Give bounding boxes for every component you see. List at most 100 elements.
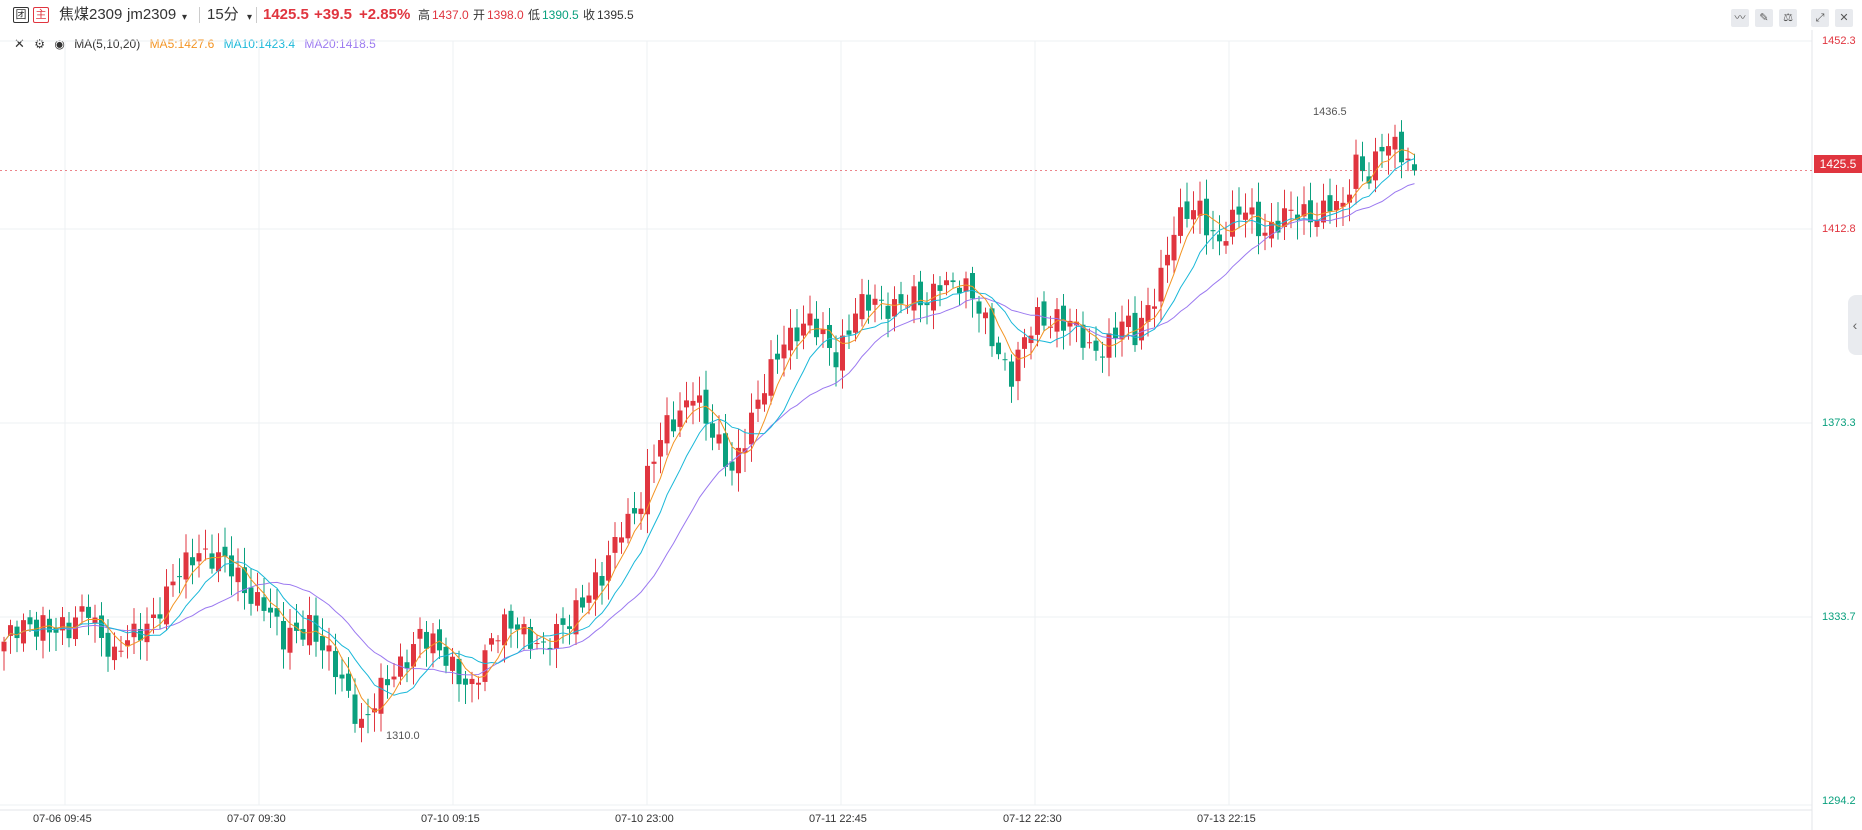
candle-body — [196, 553, 202, 562]
candle-body — [1243, 212, 1248, 220]
candle-body — [229, 555, 234, 577]
candle-body — [788, 327, 793, 351]
candle-body — [261, 597, 267, 611]
candle-body — [118, 650, 124, 652]
candle-body — [1321, 200, 1326, 223]
candle-body — [918, 281, 923, 306]
candle-body — [1035, 307, 1040, 335]
high-annotation: 1436.5 — [1313, 106, 1347, 118]
candle-body — [1106, 333, 1112, 358]
candle-body — [1074, 321, 1079, 326]
candle-body — [950, 280, 956, 283]
y-tick-label: 1294.2 — [1822, 795, 1856, 807]
candle-body — [1386, 146, 1391, 156]
candle-body — [866, 294, 871, 311]
candle-body — [287, 627, 293, 653]
candle-body — [1314, 219, 1320, 228]
candle-body — [1379, 146, 1385, 152]
low-annotation: 1310.0 — [386, 730, 420, 742]
remove-indicator-icon[interactable]: ✕ — [14, 36, 25, 51]
open-label: 开 — [473, 8, 486, 22]
symbol-code[interactable]: jm2309 — [127, 6, 177, 23]
y-tick-label: 1373.3 — [1822, 417, 1856, 429]
candle-body — [996, 342, 1001, 355]
indicator-visibility-icon[interactable]: ◉ — [54, 37, 65, 51]
candle-body — [1171, 234, 1177, 261]
low-label: 低 — [528, 8, 541, 22]
candle-body — [1048, 326, 1053, 328]
candle-body — [567, 626, 572, 629]
candle-body — [554, 624, 559, 649]
chart-header: 团 主 焦煤2309 jm2309 ▾ 15分 ▾ 1425.5 +39.5 +… — [0, 0, 1862, 30]
candle-body — [651, 461, 657, 464]
candle-body — [1204, 198, 1209, 236]
candle-body — [1223, 241, 1229, 246]
candle-body — [430, 633, 436, 654]
candle-body — [1015, 349, 1021, 382]
candle-body — [1067, 320, 1073, 327]
candle-body — [749, 412, 754, 445]
indicator-tool-icon[interactable]: ⚖ — [1779, 9, 1797, 27]
candle-body — [138, 628, 143, 641]
candle-body — [1002, 359, 1008, 361]
candle-body — [885, 305, 891, 319]
line-tool-icon[interactable]: 〰 — [1731, 9, 1749, 27]
candle-body — [1061, 305, 1066, 331]
candle-body — [957, 287, 962, 294]
main-chart-icon[interactable]: 主 — [33, 7, 49, 23]
candle-body — [547, 647, 553, 649]
candle-body — [729, 461, 735, 471]
x-tick-label: 07-07 09:30 — [227, 813, 286, 825]
x-tick-label: 07-10 09:15 — [421, 813, 480, 825]
candle-body — [807, 313, 813, 326]
candle-body — [1275, 220, 1281, 233]
candle-body — [203, 548, 208, 550]
candle-body — [502, 614, 507, 646]
candle-body — [710, 423, 715, 438]
lock-icon[interactable]: 团 — [13, 7, 29, 23]
x-tick-label: 07-10 23:00 — [615, 813, 674, 825]
candle-body — [1132, 312, 1138, 346]
candle-body — [1334, 201, 1339, 211]
candle-body — [469, 678, 475, 685]
symbol-name[interactable]: 焦煤2309 — [59, 6, 123, 23]
candle-body — [586, 595, 592, 603]
candle-body — [131, 623, 137, 638]
candle-body — [911, 286, 917, 311]
draw-tool-icon[interactable]: ✎ — [1755, 9, 1773, 27]
candle-body — [294, 622, 299, 631]
high-value: 1437.0 — [432, 8, 469, 22]
candle-body — [177, 576, 182, 578]
price-change-pct: +2.85% — [359, 6, 411, 23]
candle-body — [1327, 195, 1333, 212]
high-label: 高 — [418, 8, 431, 22]
indicator-settings-icon[interactable]: ⚙ — [34, 37, 46, 51]
candle-body — [1301, 204, 1307, 217]
candle-body — [482, 650, 488, 682]
candle-body — [164, 586, 169, 625]
candle-body — [645, 465, 650, 515]
candle-body — [222, 546, 228, 557]
open-value: 1398.0 — [487, 8, 524, 22]
current-price-badge: 1425.5 — [1814, 155, 1862, 173]
collapse-panel-icon[interactable]: ‹ — [1848, 295, 1862, 355]
x-tick-label: 07-13 22:15 — [1197, 813, 1256, 825]
x-tick-label: 07-06 09:45 — [33, 813, 92, 825]
candle-body — [79, 606, 85, 612]
candle-body — [235, 567, 241, 583]
candle-body — [879, 299, 884, 301]
period-dropdown-icon[interactable]: ▾ — [247, 12, 253, 23]
symbol-dropdown-icon[interactable]: ▾ — [182, 12, 188, 23]
candle-body — [671, 419, 676, 432]
candle-body — [151, 614, 156, 619]
expand-icon[interactable]: ⤢ — [1811, 9, 1829, 27]
close-icon[interactable]: ✕ — [1835, 9, 1853, 27]
period-selector[interactable]: 15分 — [207, 6, 239, 23]
candle-body — [1184, 201, 1190, 219]
candle-body — [534, 643, 540, 645]
candle-body — [1288, 209, 1294, 211]
candle-body — [1191, 210, 1196, 220]
candle-body — [281, 621, 286, 650]
candle-body — [339, 674, 345, 679]
